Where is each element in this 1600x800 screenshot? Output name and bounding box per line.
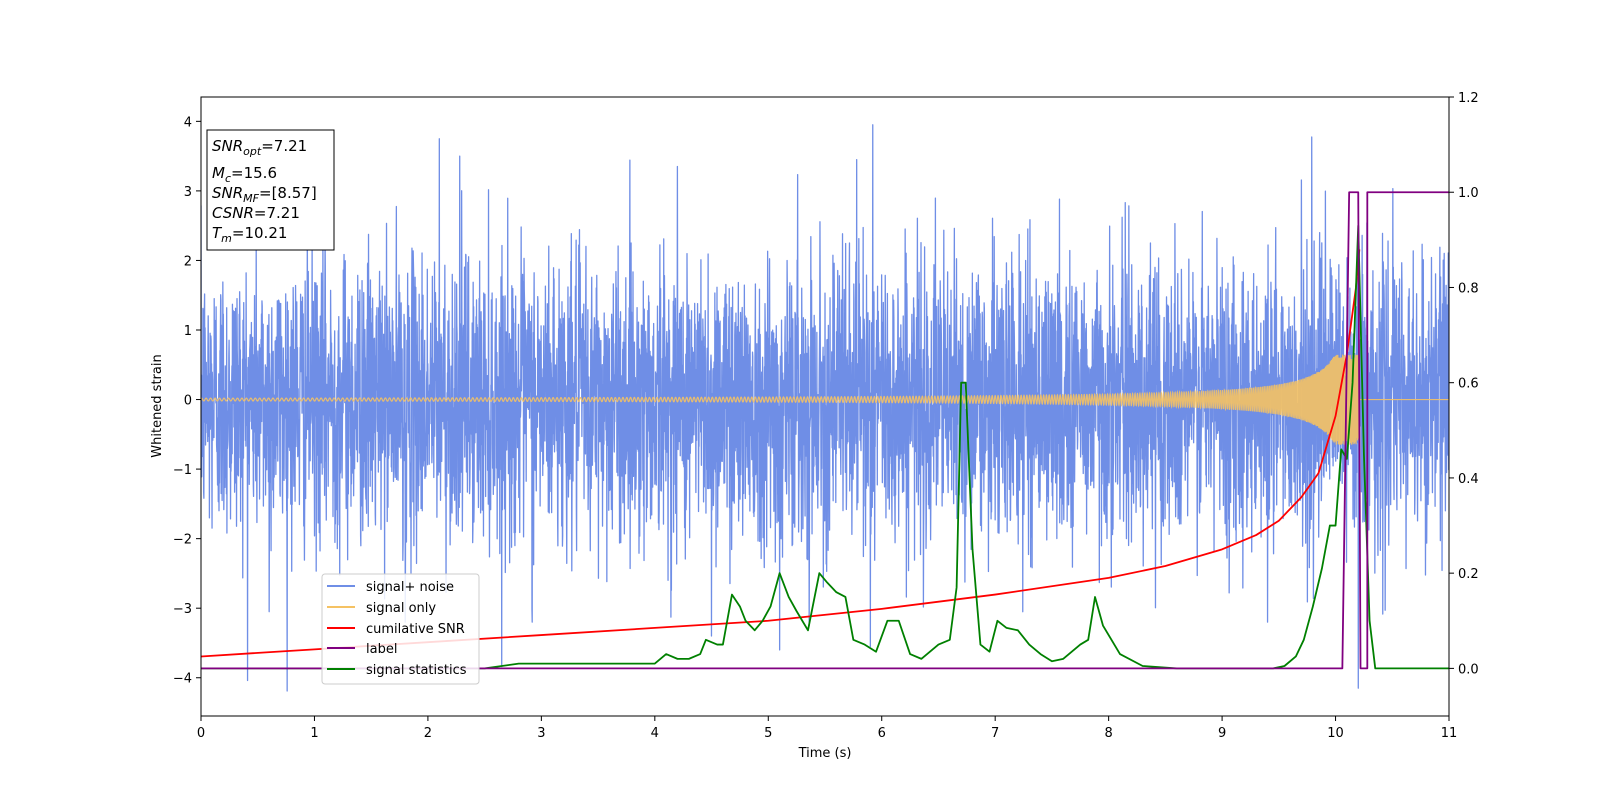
info-box-frame: [206, 129, 335, 251]
y-right-tick-label: 0.0: [1458, 662, 1479, 677]
legend-item-cumulative-snr: cumilative SNR: [327, 622, 465, 637]
x-tick-label: 6: [878, 726, 886, 741]
x-tick-label: 5: [764, 726, 772, 741]
legend-label-signal-noise: signal+ noise: [366, 580, 454, 595]
legend-label-label: label: [366, 642, 397, 657]
plot-frame: [200, 96, 1450, 717]
axes-layer: 0 1 2 3 4 5 6 7 8 9 10 11 −4 −3 −2 −1 0 1 2 3 4 0.0 0.2 0.4 0.6 0…: [173, 91, 1479, 741]
y-right-tick-label: 0.4: [1458, 472, 1479, 487]
y-left-tick-label: −4: [173, 672, 192, 687]
y-right-tick-label: 0.2: [1458, 567, 1479, 582]
y-left-tick-label: 3: [184, 185, 192, 200]
x-tick-label: 3: [537, 726, 545, 741]
info-mc-sub: c: [225, 172, 231, 185]
series-signal-only-line: [201, 354, 1449, 445]
legend-label-signal-statistics: signal statistics: [366, 663, 467, 678]
x-tick-label: 4: [651, 726, 659, 741]
legend-item-signal-only: signal only: [327, 601, 436, 616]
y-left-tick-label: −1: [173, 463, 192, 478]
y-left-tick-label: −3: [173, 602, 192, 617]
x-tick-label: 7: [991, 726, 999, 741]
x-tick-label: 8: [1104, 726, 1112, 741]
x-tick-label: 0: [197, 726, 205, 741]
y-left-tick-label: 2: [184, 254, 192, 269]
legend-label-cumulative-snr: cumilative SNR: [366, 622, 465, 637]
info-snr-opt: SNRopt=7.21: [212, 137, 307, 158]
info-mc-base: M: [212, 164, 225, 182]
x-tick-label: 9: [1218, 726, 1226, 741]
info-tm-value: =10.21: [232, 224, 288, 242]
series-layer: [201, 124, 1449, 692]
legend-item-label: label: [327, 642, 397, 657]
info-snr-mf: SNRMF=[8.57]: [212, 184, 317, 205]
y-right-tick-label: 1.0: [1458, 186, 1479, 201]
info-csnr-value: =7.21: [254, 204, 300, 222]
y-axis-label: Whitened strain: [150, 354, 165, 457]
y-left-tick-label: −2: [173, 533, 192, 548]
y-right-tick-label: 1.2: [1458, 91, 1479, 106]
series-signal-statistics-line: [201, 224, 1449, 670]
series-label-line: [201, 191, 1449, 670]
series-signal-noise-line: [201, 124, 1449, 692]
info-mc-value: =15.6: [231, 164, 277, 182]
y-left-tick-label: 1: [184, 324, 192, 339]
info-tm: Tm=10.21: [212, 224, 287, 245]
x-tick-label: 2: [424, 726, 432, 741]
x-tick-label: 10: [1327, 726, 1344, 741]
legend-frame: [321, 573, 480, 685]
info-csnr-base: CSNR: [212, 204, 254, 222]
legend-item-signal-statistics: signal statistics: [327, 663, 467, 678]
x-tick-label: 1: [310, 726, 318, 741]
legend: signal+ noise signal only cumilative SNR…: [321, 573, 480, 685]
info-tm-base: T: [212, 224, 223, 242]
info-snr-mf-value: =[8.57]: [259, 184, 317, 202]
info-snr-opt-sub: opt: [243, 145, 262, 158]
info-snr-mf-base: SNR: [212, 184, 243, 202]
info-snr-opt-value: =7.21: [261, 137, 307, 155]
y-left-tick-label: 0: [184, 394, 192, 409]
info-snr-mf-sub: MF: [243, 192, 259, 205]
series-cumulative-snr-line: [201, 249, 1361, 658]
y-right-tick-label: 0.8: [1458, 281, 1479, 296]
x-axis-label: Time (s): [798, 746, 852, 761]
legend-label-signal-only: signal only: [366, 601, 436, 616]
info-tm-sub: m: [221, 232, 232, 245]
legend-item-signal-noise: signal+ noise: [327, 580, 454, 595]
y-right-tick-label: 0.6: [1458, 377, 1479, 392]
info-csnr: CSNR=7.21: [212, 204, 300, 222]
info-mc: Mc=15.6: [212, 164, 277, 185]
info-box: SNRopt=7.21 Mc=15.6 SNRMF=[8.57] CSNR=7.…: [206, 129, 335, 251]
y-left-tick-label: 4: [184, 115, 192, 130]
info-snr-opt-base: SNR: [212, 137, 243, 155]
x-tick-label: 11: [1441, 726, 1458, 741]
